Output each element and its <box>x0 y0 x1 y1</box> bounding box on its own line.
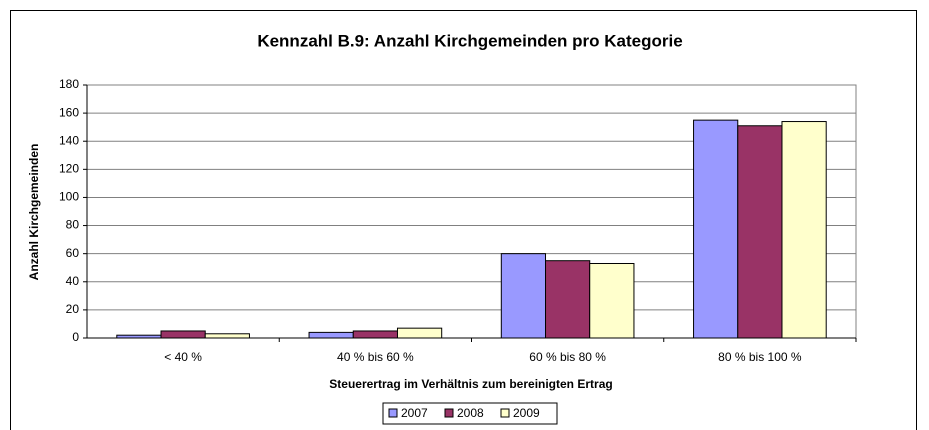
y-tick-label: 100 <box>59 190 79 204</box>
bar <box>693 119 739 339</box>
y-tick-label: 80 <box>66 218 80 232</box>
bar <box>204 333 250 339</box>
x-tick-label: 40 % bis 60 % <box>337 350 414 364</box>
bar <box>500 253 547 339</box>
y-tick-label: 160 <box>59 105 79 119</box>
y-tick-label: 60 <box>66 246 80 260</box>
legend-label: 2007 <box>401 406 428 420</box>
y-axis-label: Anzahl Kirchgemeinden <box>27 144 41 281</box>
legend-swatch <box>444 408 454 418</box>
bar <box>352 330 398 339</box>
y-tick-label: 20 <box>66 302 80 316</box>
bar <box>545 260 591 339</box>
y-tick-label: 40 <box>66 274 80 288</box>
chart-title: Kennzahl B.9: Anzahl Kirchgemeinden pro … <box>257 31 682 50</box>
bar <box>116 334 162 339</box>
x-axis-label: Steuerertrag im Verhältnis zum bereinigt… <box>329 377 612 391</box>
x-tick-label: 60 % bis 80 % <box>529 350 606 364</box>
legend-swatch <box>500 408 510 418</box>
bar <box>781 121 827 339</box>
bar <box>308 331 354 339</box>
legend-box <box>382 402 558 425</box>
legend-label: 2008 <box>457 406 484 420</box>
bar <box>160 330 206 339</box>
x-tick-label: 80 % bis 100 % <box>718 350 802 364</box>
y-tick-label: 120 <box>59 162 79 176</box>
y-tick-label: 0 <box>72 330 79 344</box>
bar <box>396 327 443 339</box>
y-tick-label: 180 <box>59 77 79 91</box>
x-tick-label: < 40 % <box>164 350 202 364</box>
bar <box>737 125 783 339</box>
y-tick-label: 140 <box>59 133 79 147</box>
legend-label: 2009 <box>513 406 540 420</box>
bar <box>589 263 635 339</box>
legend-swatch <box>388 408 398 418</box>
